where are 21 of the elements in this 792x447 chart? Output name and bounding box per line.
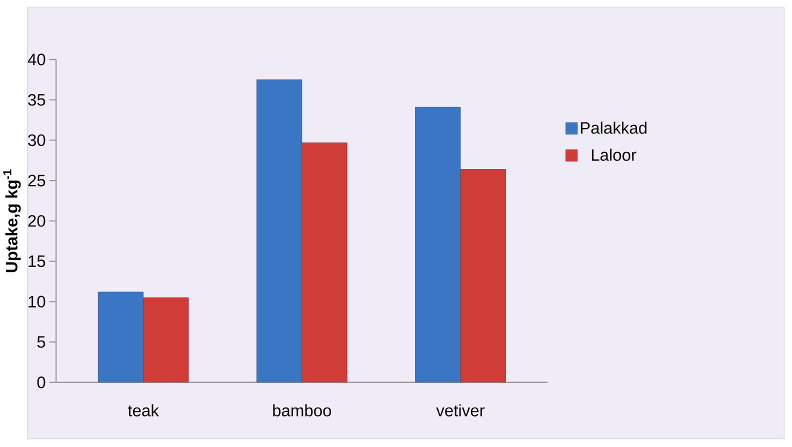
y-tick-label: 25 [28, 174, 46, 187]
text: Uptake,g kg$^{-1}$ [3, 170, 21, 272]
x-tick-label: bamboo [273, 404, 332, 417]
bar [460, 169, 506, 382]
bar [143, 298, 189, 382]
y-tick-label: 0 [37, 376, 46, 388]
bar [415, 107, 461, 382]
x-tick-label: vetiver [436, 404, 485, 417]
bar [256, 80, 302, 382]
bar [98, 292, 144, 382]
y-tick-label: 35 [28, 94, 46, 106]
y-tick-label: 15 [28, 256, 46, 268]
y-tick-label: 30 [28, 134, 46, 146]
y-tick-label: 20 [28, 215, 46, 227]
legend-label: Palakkad [580, 122, 646, 134]
y-tick-label: 5 [37, 336, 46, 348]
legend-label: Laloor [592, 148, 636, 161]
y-tick-label: 40 [28, 54, 46, 66]
y-tick-label: 10 [28, 296, 46, 308]
x-tick-label: teak [128, 404, 159, 417]
bar [302, 142, 348, 382]
